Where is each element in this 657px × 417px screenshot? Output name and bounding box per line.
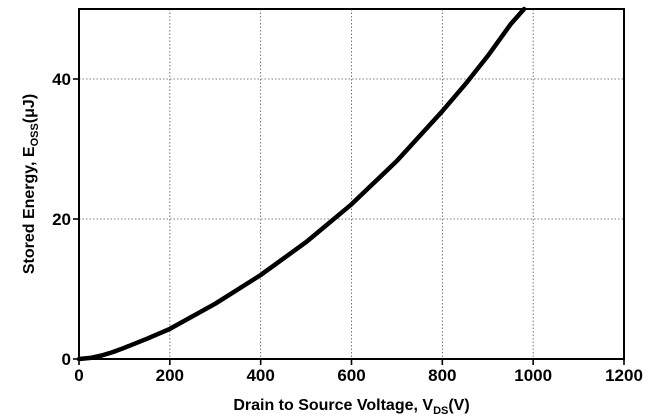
grid bbox=[79, 9, 624, 359]
x-axis-title-unit: (V) bbox=[448, 397, 469, 414]
y-axis-title: Stored Energy, EOSS(μJ) bbox=[21, 94, 41, 274]
series-line-eoss bbox=[76, 6, 527, 362]
x-tick-label: 600 bbox=[337, 366, 365, 385]
x-axis-title: Drain to Source Voltage, VDS(V) bbox=[233, 397, 469, 417]
y-axis-title-unit: (μJ) bbox=[21, 94, 38, 123]
x-tick-label: 200 bbox=[156, 366, 184, 385]
x-tick-label: 400 bbox=[246, 366, 274, 385]
x-tick-label: 1000 bbox=[514, 366, 552, 385]
x-tick-label: 800 bbox=[428, 366, 456, 385]
x-axis-title-sub: DS bbox=[433, 405, 448, 417]
x-tick-label: 1200 bbox=[605, 366, 643, 385]
y-tick-label: 40 bbox=[52, 70, 71, 89]
y-tick-label: 0 bbox=[62, 350, 71, 369]
x-axis-title-main: Drain to Source Voltage, V bbox=[233, 397, 433, 414]
y-axis-ticks: 0 20 40 bbox=[52, 70, 79, 369]
x-axis-ticks: 0 200 400 600 800 1000 1200 bbox=[74, 359, 643, 385]
y-tick-label: 20 bbox=[52, 210, 71, 229]
y-axis-title-main: Stored Energy, E bbox=[21, 146, 38, 274]
y-axis-title-sub: OSS bbox=[29, 123, 41, 146]
x-tick-label: 0 bbox=[74, 366, 83, 385]
